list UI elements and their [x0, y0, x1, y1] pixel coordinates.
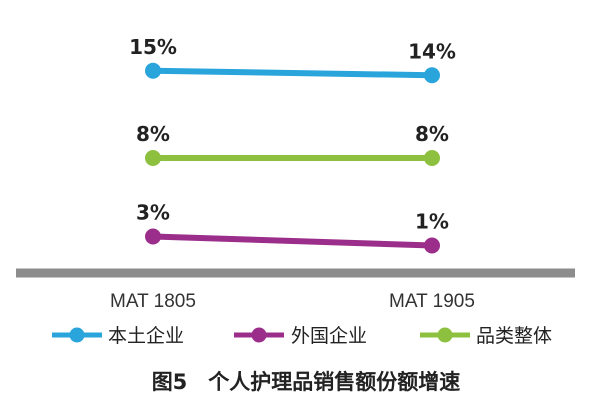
- data-label-foreign-1: 3%: [136, 201, 170, 225]
- series-line-domestic: [150, 67, 435, 79]
- series-line-foreign: [150, 233, 435, 249]
- data-label-foreign-2: 1%: [415, 210, 449, 234]
- legend-item-domestic: 本土企业: [52, 325, 184, 347]
- legend-item-category: 品类整体: [420, 325, 552, 347]
- legend-marker-category: [437, 327, 453, 343]
- legend-label-category: 品类整体: [476, 325, 552, 347]
- legend-label-domestic: 本土企业: [108, 325, 184, 347]
- x-tick-label-mat-1905: MAT 1905: [389, 291, 475, 312]
- point-category-2: [424, 150, 440, 166]
- series-layer: 15% 14% 8% 8% 3% 1%: [129, 35, 456, 254]
- data-label-domestic-1: 15%: [129, 35, 177, 59]
- data-label-category-2: 8%: [415, 122, 449, 146]
- legend-marker-domestic: [69, 327, 85, 343]
- legend-item-foreign: 外国企业: [234, 325, 367, 347]
- point-domestic-1: [145, 62, 161, 79]
- legend-marker-foreign: [251, 327, 267, 343]
- legend-label-foreign: 外国企业: [291, 325, 367, 347]
- data-label-category-1: 8%: [136, 122, 170, 146]
- figure-caption: 图5 个人护理品销售额份额增速: [152, 370, 461, 394]
- point-foreign-1: [145, 228, 161, 245]
- legend: 本土企业 外国企业 品类整体: [52, 325, 552, 347]
- point-foreign-2: [424, 237, 440, 254]
- x-tick-label-mat-1805: MAT 1805: [110, 291, 196, 312]
- point-domestic-2: [424, 67, 440, 84]
- point-category-1: [145, 150, 161, 166]
- data-label-domestic-2: 14%: [408, 39, 456, 63]
